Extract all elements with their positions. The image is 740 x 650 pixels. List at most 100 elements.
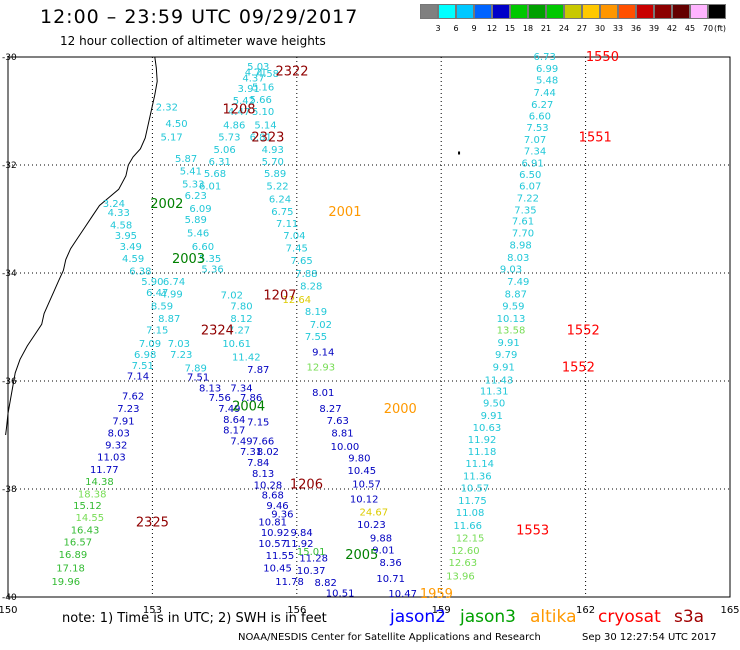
color-swatch xyxy=(528,4,546,19)
wave-height-value: 7.15 xyxy=(247,418,269,429)
wave-height-value: 5.22 xyxy=(266,182,288,193)
wave-height-value: 7.34 xyxy=(230,383,252,394)
wave-height-value: 7.02 xyxy=(310,320,332,331)
wave-height-value: 9.50 xyxy=(483,399,505,410)
wave-height-value: 7.56 xyxy=(209,393,231,404)
wave-height-value: 6.31 xyxy=(209,157,231,168)
color-swatch xyxy=(438,4,456,19)
lat-tick-label: -34 xyxy=(2,269,17,279)
color-swatch xyxy=(474,4,492,19)
color-scale-label: 15 xyxy=(504,24,516,33)
color-scale-label: 21 xyxy=(540,24,552,33)
wave-height-value: 8.19 xyxy=(305,307,327,318)
wave-height-value: 7.14 xyxy=(127,372,149,383)
generated-timestamp: Sep 30 12:27:54 UTC 2017 xyxy=(582,632,717,643)
pass-time-label: 1551 xyxy=(579,130,612,145)
wave-height-value: 2.32 xyxy=(156,103,178,114)
wave-height-value: 8.03 xyxy=(507,253,529,264)
wave-height-value: 7.63 xyxy=(327,416,349,427)
wave-height-value: 8.68 xyxy=(262,490,284,501)
wave-height-value: 7.49 xyxy=(230,436,252,447)
wave-height-value: 12.60 xyxy=(451,546,480,557)
wave-height-value: 7.35 xyxy=(514,205,536,216)
wave-height-value: 5.68 xyxy=(204,169,226,180)
color-swatch xyxy=(618,4,636,19)
wave-height-value: 4.37 xyxy=(242,74,264,85)
wave-height-value: 8.82 xyxy=(315,578,337,589)
legend-s3a: s3a xyxy=(674,607,705,627)
wave-height-value: 14.38 xyxy=(85,477,114,488)
wave-height-value: 5.36 xyxy=(201,265,223,276)
wave-height-value: 11.75 xyxy=(458,496,487,507)
wave-height-value: 7.31 xyxy=(240,447,262,458)
wave-height-value: 7.61 xyxy=(512,217,534,228)
wave-height-value: 11.14 xyxy=(465,459,494,470)
pass-time-label: 1208 xyxy=(222,102,255,117)
legend-cryosat: cryosat xyxy=(598,607,661,627)
wave-height-value: 11.03 xyxy=(97,453,126,464)
wave-height-value: 6.75 xyxy=(271,207,293,218)
wave-height-value: 7.04 xyxy=(283,231,305,242)
pass-time-label: 2000 xyxy=(384,402,417,417)
wave-height-value: 7.49 xyxy=(507,277,529,288)
wave-height-value: 4.86 xyxy=(223,121,245,132)
legend-jason2: jason2 xyxy=(390,607,446,627)
wave-height-value: 10.12 xyxy=(350,495,379,506)
wave-height-value: 10.45 xyxy=(347,466,376,477)
wave-height-value: 3.49 xyxy=(120,242,142,253)
wave-height-value: 13.58 xyxy=(497,326,526,337)
wave-height-value: 8.87 xyxy=(505,290,527,301)
wave-height-value: 4.58 xyxy=(110,220,132,231)
wave-height-value: 11.77 xyxy=(90,465,119,476)
wave-height-value: 8.64 xyxy=(223,415,245,426)
wave-height-value: 5.17 xyxy=(161,132,183,143)
wave-height-value: 6.27 xyxy=(531,100,553,111)
lon-tick-label: 159 xyxy=(432,605,451,616)
wave-height-value: 5.66 xyxy=(250,95,272,106)
wave-height-value: 4.93 xyxy=(262,145,284,156)
wave-height-value: 5.73 xyxy=(218,132,240,143)
wave-height-value: 8.12 xyxy=(230,314,252,325)
color-swatch xyxy=(546,4,564,19)
wave-height-value: 14.55 xyxy=(76,513,105,524)
wave-height-value: 4.47 xyxy=(228,107,250,118)
wave-height-value: 6.91 xyxy=(522,158,544,169)
wave-height-value: 6.60 xyxy=(529,111,551,122)
wave-height-value: 9.91 xyxy=(493,362,515,373)
wave-height-value: 11.66 xyxy=(453,521,482,532)
wave-height-value: 6.01 xyxy=(199,182,221,193)
wave-height-value: 8.81 xyxy=(331,428,353,439)
wave-height-value: 10.28 xyxy=(254,481,283,492)
wave-height-value: 3.24 xyxy=(103,199,125,210)
wave-height-value: 10.45 xyxy=(263,563,292,574)
color-swatch xyxy=(708,4,726,19)
color-swatch xyxy=(690,4,708,19)
wave-height-value: 11.55 xyxy=(266,551,295,562)
wave-height-value: 15.12 xyxy=(73,501,102,512)
wave-height-value: 10.71 xyxy=(376,574,405,585)
wave-height-value: 15.01 xyxy=(297,547,326,558)
lat-tick-label: -30 xyxy=(2,53,17,63)
wave-height-value: 8.28 xyxy=(300,281,322,292)
wave-height-value: 5.90 xyxy=(141,277,163,288)
wave-height-value: 5.06 xyxy=(213,145,235,156)
lon-tick-label: 156 xyxy=(287,605,306,616)
wave-height-value: 7.88 xyxy=(295,269,317,280)
wave-height-value: 5.87 xyxy=(175,154,197,165)
wave-height-value: 9.36 xyxy=(271,509,293,520)
wave-height-value: 10.81 xyxy=(258,517,287,528)
wave-height-value: 7.89 xyxy=(185,364,207,375)
wave-height-value: 6.23 xyxy=(185,191,207,202)
pass-time-label: 1552 xyxy=(567,324,600,339)
wave-height-value: 6.74 xyxy=(163,277,185,288)
color-scale-label: 45 xyxy=(684,24,696,33)
wave-height-value: 12.15 xyxy=(456,534,485,545)
wave-height-value: 7.70 xyxy=(512,229,534,240)
color-scale-label: 9 xyxy=(471,24,477,33)
wave-height-value: 6.50 xyxy=(519,170,541,181)
wave-height-value: 9.88 xyxy=(370,534,392,545)
wave-height-value: 11.92 xyxy=(285,539,314,550)
pass-time-label: 1553 xyxy=(516,524,549,539)
wave-height-value: 6.99 xyxy=(536,64,558,75)
lon-tick-label: 162 xyxy=(576,605,595,616)
